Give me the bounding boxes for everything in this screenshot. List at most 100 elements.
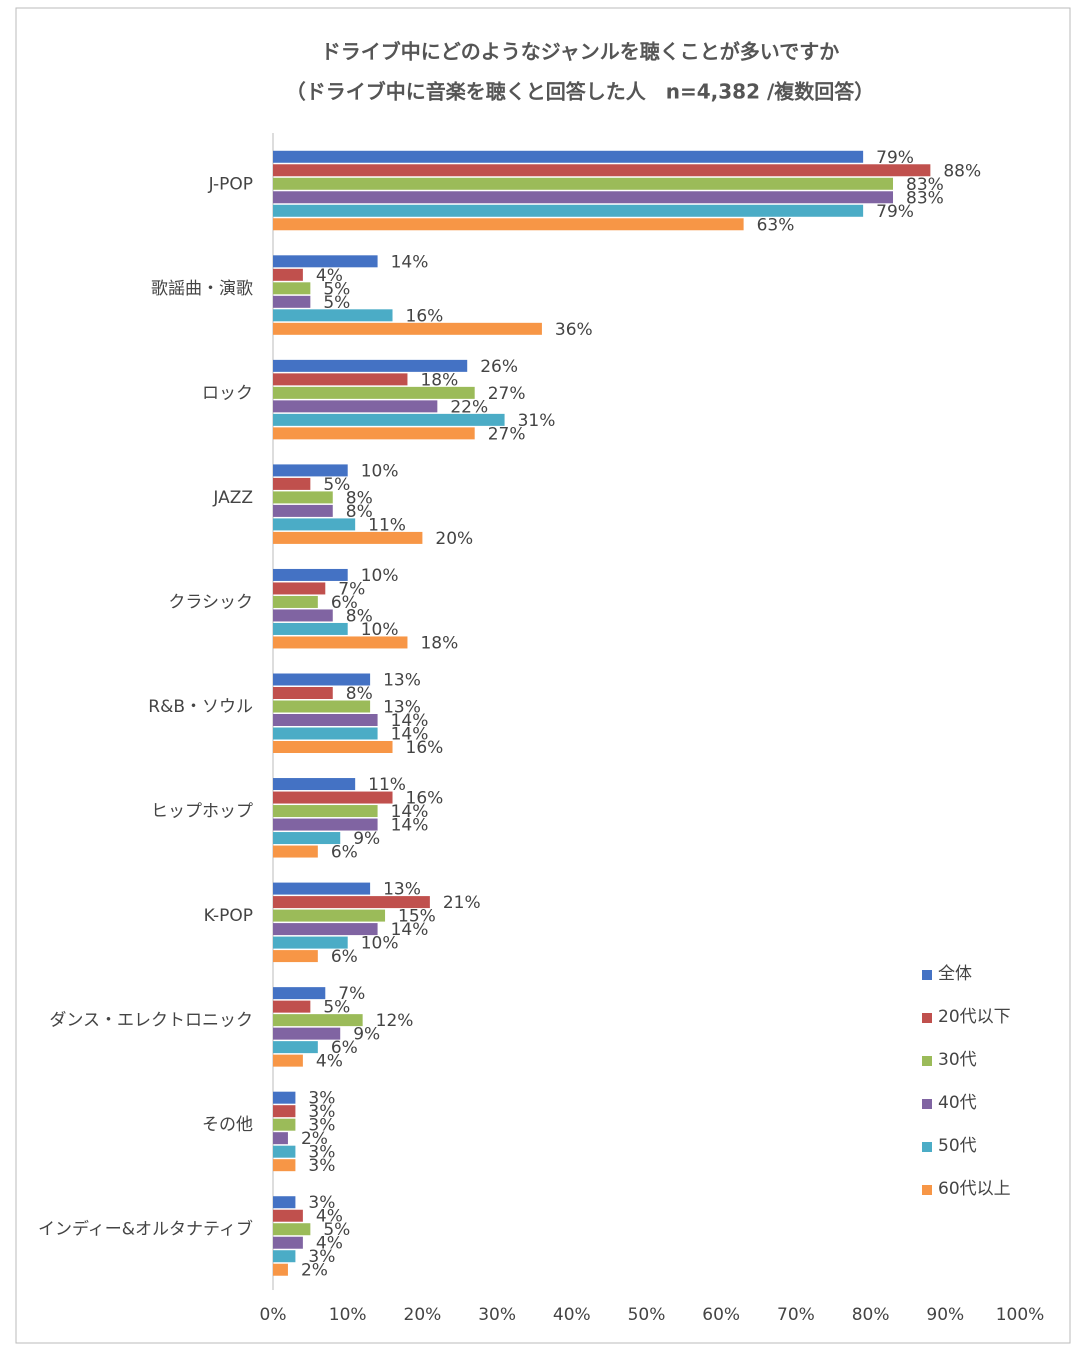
value-label: 14% — [391, 816, 429, 836]
x-tick-label: 30% — [478, 1305, 516, 1325]
value-label: 4% — [316, 266, 343, 286]
bar — [273, 504, 333, 517]
x-tick-label: 40% — [553, 1305, 591, 1325]
bar — [273, 1132, 288, 1145]
value-label: 83% — [906, 188, 944, 208]
chart-subtitle: （ドライブ中に音楽を聴くと回答した人 n=4,382 /複数回答） — [286, 80, 875, 104]
value-label: 8% — [346, 606, 373, 626]
value-label: 8% — [346, 502, 373, 522]
value-label: 3% — [308, 1116, 335, 1136]
x-tick-label: 80% — [852, 1305, 890, 1325]
legend-swatch — [922, 970, 932, 980]
value-label: 3% — [308, 1193, 335, 1213]
bar — [273, 191, 894, 204]
bar — [273, 427, 475, 440]
bar — [273, 700, 371, 713]
value-label: 5% — [323, 293, 350, 313]
bar — [273, 1027, 341, 1040]
bar — [273, 464, 348, 477]
bar — [273, 413, 505, 426]
value-label: 6% — [331, 593, 358, 613]
value-label: 22% — [450, 397, 488, 417]
y-tick-label: インディー&オルタナティブ — [38, 1219, 253, 1240]
value-label: 2% — [301, 1261, 328, 1281]
value-label: 16% — [406, 306, 444, 326]
bar — [273, 805, 378, 818]
legend-swatch — [922, 1099, 932, 1109]
bar — [273, 491, 333, 504]
value-label: 88% — [943, 161, 981, 181]
bar — [273, 1014, 363, 1027]
legend-label: 60代以上 — [938, 1179, 1011, 1199]
value-label: 14% — [391, 252, 429, 272]
value-label: 14% — [391, 725, 429, 745]
value-label: 12% — [376, 1011, 414, 1031]
legend-label: 20代以下 — [938, 1007, 1011, 1027]
bar — [273, 582, 326, 595]
value-label: 8% — [346, 684, 373, 704]
bar — [273, 518, 356, 531]
bar — [273, 531, 423, 544]
value-label: 10% — [361, 620, 399, 640]
value-label: 79% — [876, 148, 914, 168]
value-label: 3% — [308, 1143, 335, 1163]
y-tick-label: ヒップホップ — [151, 802, 253, 822]
value-label: 10% — [361, 461, 399, 481]
value-label: 63% — [757, 215, 795, 235]
value-label: 26% — [480, 357, 518, 377]
bar — [273, 295, 311, 308]
y-tick-label: ロック — [202, 383, 253, 403]
x-tick-label: 10% — [329, 1305, 367, 1325]
legend-swatch — [922, 1013, 932, 1023]
bar — [273, 791, 393, 804]
bar — [273, 322, 542, 335]
y-tick-label: JAZZ — [212, 488, 253, 508]
bar — [273, 1250, 296, 1263]
bar — [273, 309, 393, 322]
bar — [273, 373, 408, 386]
bar — [273, 268, 303, 281]
value-label: 16% — [406, 738, 444, 758]
bar — [273, 1000, 311, 1013]
bar — [273, 1236, 303, 1249]
bar — [273, 595, 318, 608]
bar — [273, 1223, 311, 1236]
legend-swatch — [922, 1185, 932, 1195]
bar — [273, 204, 864, 217]
bar — [273, 845, 318, 858]
bar — [273, 832, 341, 845]
value-label: 6% — [331, 1038, 358, 1058]
x-tick-label: 100% — [996, 1305, 1045, 1325]
value-label: 83% — [906, 175, 944, 195]
value-label: 5% — [323, 998, 350, 1018]
bar — [273, 923, 378, 936]
value-label: 13% — [383, 880, 421, 900]
value-label: 13% — [383, 698, 421, 718]
value-label: 10% — [361, 566, 399, 586]
legend-label: 30代 — [938, 1050, 977, 1070]
bar — [273, 714, 378, 726]
value-label: 3% — [308, 1089, 335, 1109]
bar — [273, 359, 468, 372]
value-label: 3% — [308, 1247, 335, 1267]
bar — [273, 909, 386, 922]
bar — [273, 741, 393, 753]
bar — [273, 282, 311, 295]
value-label: 9% — [353, 829, 380, 849]
legend-swatch — [922, 1142, 932, 1152]
bar — [273, 687, 333, 699]
bar — [273, 950, 318, 963]
value-label: 16% — [406, 789, 444, 809]
x-tick-label: 70% — [777, 1305, 815, 1325]
legend-label: 50代 — [938, 1136, 977, 1156]
value-label: 20% — [435, 529, 473, 549]
bar — [273, 400, 438, 413]
value-label: 18% — [420, 370, 458, 390]
value-label: 27% — [488, 384, 526, 404]
value-label: 4% — [316, 1234, 343, 1254]
bar — [273, 1159, 296, 1172]
value-label: 14% — [391, 802, 429, 822]
bar — [273, 568, 348, 581]
bar — [273, 177, 894, 190]
